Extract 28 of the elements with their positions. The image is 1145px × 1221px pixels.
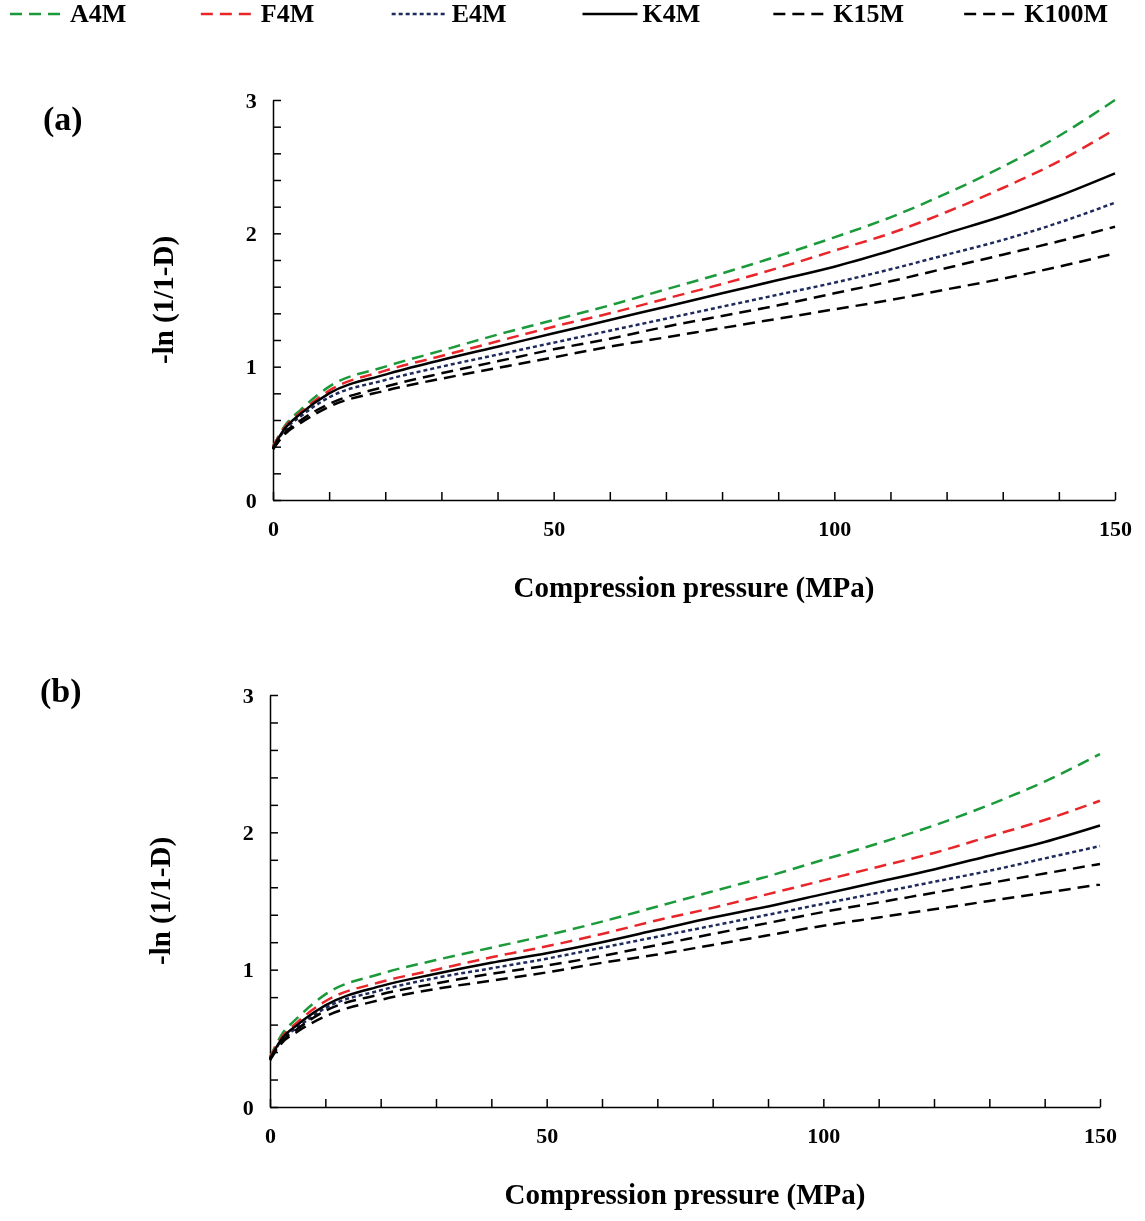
y-tick-label: 2 (245, 220, 257, 246)
x-tick-label: 150 (1099, 516, 1132, 541)
y-tick-label: 1 (245, 354, 257, 380)
x-tick-label: 50 (536, 1123, 559, 1148)
legend-label: E4M (451, 0, 507, 28)
legend-label: K4M (642, 0, 701, 28)
x-tick-label: 100 (807, 1123, 841, 1148)
x-tick-label: 150 (1084, 1123, 1117, 1148)
x-tick-label: 50 (543, 516, 566, 541)
y-tick-label: 0 (245, 487, 257, 513)
legend-label: K100M (1024, 0, 1108, 28)
legend-label: A4M (70, 0, 127, 28)
x-axis-title: Compression pressure (MPa) (513, 571, 875, 604)
chart-title: (a) (43, 100, 83, 138)
y-axis-title: -ln (1/1-D) (147, 235, 180, 365)
y-tick-label: 0 (242, 1094, 254, 1120)
x-axis-title: Compression pressure (MPa) (504, 1178, 866, 1211)
y-tick-label: 2 (242, 819, 254, 845)
x-tick-label: 0 (268, 516, 279, 541)
y-tick-label: 3 (242, 682, 254, 708)
legend-label: K15M (833, 0, 905, 28)
y-axis-title: -ln (1/1-D) (144, 836, 177, 966)
y-tick-label: 1 (242, 957, 254, 983)
chart-title: (b) (40, 672, 82, 710)
legend-label: F4M (260, 0, 315, 28)
x-tick-label: 0 (265, 1123, 276, 1148)
x-tick-label: 100 (818, 516, 852, 541)
y-tick-label: 3 (245, 87, 257, 113)
